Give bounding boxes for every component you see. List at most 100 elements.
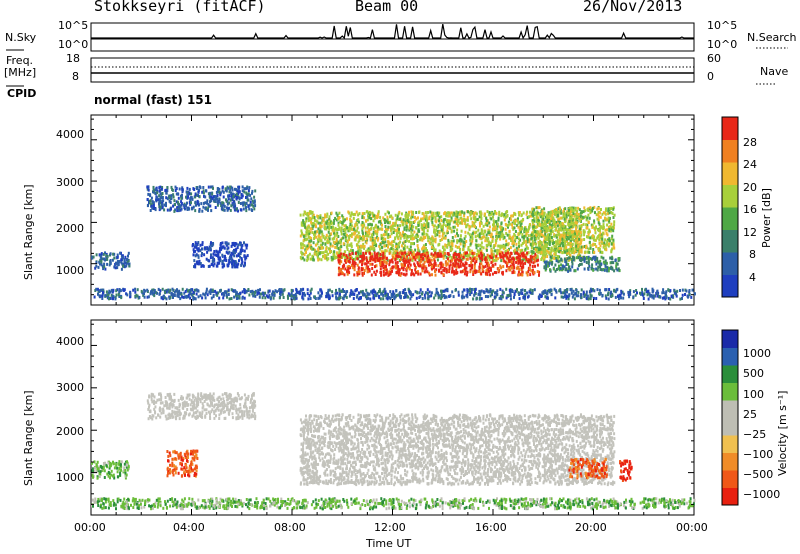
power-echo-cell	[207, 185, 210, 189]
power-echo-cell	[335, 237, 338, 241]
power-echo-cell	[591, 225, 594, 229]
power-echo-cell	[201, 247, 204, 251]
power-echo-cell	[494, 262, 497, 266]
power-echo-cell	[571, 260, 574, 264]
power-echo-cell	[112, 252, 115, 256]
power-echo-cell	[463, 264, 466, 267]
power-echo-cell	[501, 244, 504, 248]
power-echo-cell	[446, 252, 449, 255]
power-echo-cell	[417, 264, 420, 268]
power-echo-cell	[470, 261, 473, 264]
power-echo-cell	[611, 211, 614, 215]
power-echo-cell	[503, 235, 506, 239]
power-echo-cell	[410, 242, 413, 245]
power-echo-cell	[443, 296, 446, 300]
power-echo-cell	[502, 256, 505, 260]
power-echo-cell	[104, 258, 106, 262]
power-echo-cell	[356, 294, 359, 297]
power-echo-cell	[475, 212, 478, 216]
power-echo-cell	[430, 237, 433, 240]
power-echo-cell	[463, 211, 466, 215]
power-echo-cell	[531, 265, 534, 268]
power-echo-cell	[534, 246, 537, 250]
power-echo-cell	[460, 229, 463, 233]
power-echo-cell	[331, 237, 334, 241]
power-echo-cell	[501, 232, 504, 236]
power-echo-cell	[510, 236, 513, 240]
power-echo-cell	[308, 252, 311, 256]
power-echo-cell	[116, 255, 119, 259]
power-echo-cell	[299, 213, 302, 217]
power-echo-cell	[330, 226, 333, 229]
power-echo-cell	[446, 229, 449, 233]
power-echo-cell	[588, 250, 591, 254]
power-echo-cell	[479, 247, 482, 251]
power-echo-cell	[561, 222, 564, 226]
power-echo-cell	[333, 234, 336, 238]
power-echo-cell	[445, 267, 448, 271]
power-echo-cell	[397, 270, 400, 274]
power-echo-cell	[570, 217, 573, 221]
power-echo-cell	[434, 216, 437, 220]
power-echo-cell	[368, 251, 371, 255]
power-echo-cell	[192, 297, 195, 301]
power-echo-cell	[534, 230, 537, 233]
power-echo-cell	[480, 245, 483, 249]
power-echo-cell	[181, 186, 184, 190]
power-echo-cell	[516, 219, 519, 223]
power-echo-cell	[567, 262, 570, 266]
power-echo-cell	[484, 295, 487, 298]
power-echo-cell	[536, 250, 539, 254]
power-echo-cell	[433, 228, 436, 232]
power-echo-cell	[577, 213, 580, 216]
power-echo-cell	[390, 228, 393, 232]
power-echo-cell	[402, 268, 405, 272]
power-echo-cell	[521, 233, 524, 237]
power-echo-cell	[553, 234, 556, 238]
power-echo-cell	[176, 209, 179, 213]
power-echo-cell	[453, 211, 456, 215]
power-echo-cell	[446, 257, 449, 261]
power-echo-cell	[517, 247, 520, 251]
power-echo-cell	[526, 273, 529, 277]
power-echo-cell	[484, 239, 487, 243]
power-echo-cell	[469, 238, 472, 242]
power-echo-cell	[447, 214, 450, 218]
power-echo-cell	[499, 246, 502, 250]
power-echo-cell	[401, 223, 404, 227]
power-echo-cell	[210, 241, 212, 245]
power-echo-cell	[440, 292, 443, 296]
power-echo-cell	[394, 261, 397, 265]
power-echo-cell	[536, 270, 539, 273]
power-echo-cell	[327, 240, 330, 244]
power-echo-cell	[365, 237, 368, 241]
power-echo-cell	[517, 261, 520, 265]
power-echo-cell	[607, 219, 610, 223]
power-echo-cell	[434, 273, 437, 277]
power-echo-cell	[376, 256, 379, 260]
power-echo-cell	[587, 233, 590, 236]
power-echo-cell	[440, 238, 443, 241]
power-echo-cell	[411, 228, 414, 232]
power-echo-cell	[346, 269, 349, 272]
power-echo-cell	[489, 244, 492, 248]
power-echo-cell	[410, 210, 413, 214]
power-echo-cell	[618, 269, 621, 272]
power-echo-cell	[510, 214, 513, 218]
power-echo-cell	[167, 290, 170, 294]
power-echo-cell	[441, 234, 444, 238]
power-echo-cell	[237, 209, 239, 213]
power-echo-cell	[442, 245, 445, 249]
power-echo-cell	[300, 246, 303, 250]
power-echo-cell	[407, 213, 410, 217]
power-echo-cell	[577, 256, 580, 260]
power-echo-cell	[238, 259, 240, 263]
power-echo-cell	[575, 226, 578, 230]
power-echo-cell	[426, 221, 429, 225]
power-echo-cell	[560, 257, 563, 261]
power-echo-cell	[555, 244, 558, 248]
power-echo-cell	[465, 257, 468, 261]
power-echo-cell	[258, 295, 261, 299]
power-echo-cell	[412, 250, 415, 254]
power-echo-cell	[545, 218, 548, 221]
